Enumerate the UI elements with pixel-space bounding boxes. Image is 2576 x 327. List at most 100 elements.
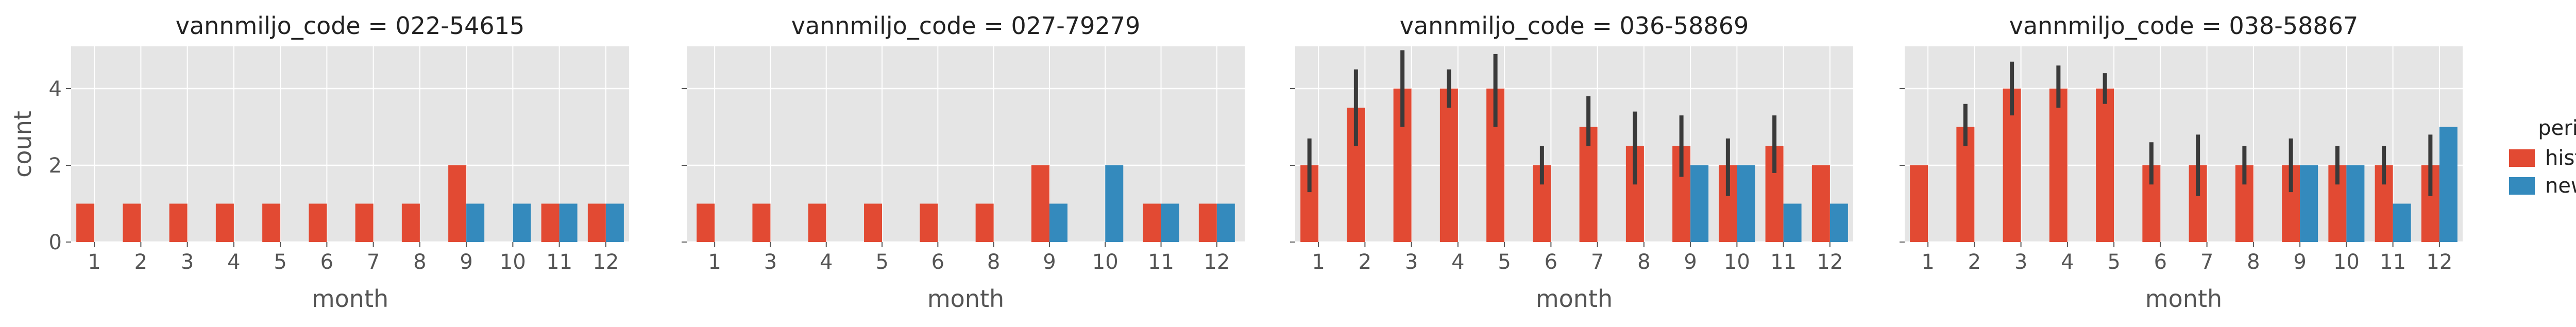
bar-historic-7 xyxy=(355,203,374,242)
bar-historic-4 xyxy=(215,203,234,242)
bar-new-9 xyxy=(466,203,485,242)
x-tick-label: 2 xyxy=(1968,250,1981,274)
bar-new-12 xyxy=(1829,203,1848,242)
x-tick-label: 7 xyxy=(367,250,380,274)
bar-new-9 xyxy=(2300,165,2318,242)
x-tick-label: 12 xyxy=(1817,250,1843,274)
bar-historic-1 xyxy=(697,203,715,242)
x-tick-label: 4 xyxy=(227,250,240,274)
bar-historic-5 xyxy=(864,203,883,242)
x-tick-label: 5 xyxy=(2107,250,2120,274)
x-tick-label: 8 xyxy=(413,250,426,274)
plot-background xyxy=(1295,46,1853,242)
bar-historic-3 xyxy=(752,203,771,242)
x-tick-label: 12 xyxy=(1204,250,1230,274)
x-tick-label: 1 xyxy=(1921,250,1934,274)
y-tick-label: 2 xyxy=(49,154,62,178)
bar-historic-12 xyxy=(1811,165,1830,242)
x-tick-label: 8 xyxy=(987,250,1000,274)
x-tick-label: 5 xyxy=(274,250,286,274)
x-tick-label: 6 xyxy=(320,250,333,274)
x-tick-label: 8 xyxy=(1637,250,1650,274)
bar-historic-5 xyxy=(262,203,281,242)
bar-historic-11 xyxy=(541,203,560,242)
x-tick-label: 4 xyxy=(2061,250,2074,274)
legend-label-new: new xyxy=(2545,174,2576,198)
x-tick-label: 6 xyxy=(2154,250,2167,274)
bar-new-12 xyxy=(605,203,624,242)
bar-historic-9 xyxy=(1031,165,1049,242)
bar-new-9 xyxy=(1690,165,1709,242)
legend-swatch-historic xyxy=(2509,149,2535,167)
x-tick-label: 5 xyxy=(875,250,888,274)
panel-title: vannmiljo_code = 022-54615 xyxy=(176,12,524,40)
x-tick-label: 3 xyxy=(764,250,777,274)
bar-historic-4 xyxy=(2049,88,2067,242)
bar-historic-1 xyxy=(1910,165,1928,242)
x-tick-label: 11 xyxy=(546,250,572,274)
x-tick-label: 4 xyxy=(1451,250,1464,274)
x-tick-label: 3 xyxy=(2014,250,2027,274)
x-tick-label: 9 xyxy=(1684,250,1697,274)
x-axis-label: month xyxy=(927,285,1004,313)
x-tick-label: 3 xyxy=(1405,250,1418,274)
legend-title: period xyxy=(2538,116,2576,140)
x-tick-label: 6 xyxy=(1545,250,1557,274)
bar-historic-6 xyxy=(920,203,938,242)
x-tick-label: 8 xyxy=(2247,250,2260,274)
panel-title: vannmiljo_code = 027-79279 xyxy=(791,12,1140,40)
legend: period historic new xyxy=(2509,116,2576,198)
x-tick-label: 1 xyxy=(88,250,100,274)
bar-historic-8 xyxy=(401,203,420,242)
bar-new-9 xyxy=(1049,203,1067,242)
bar-historic-6 xyxy=(309,203,327,242)
x-tick-label: 10 xyxy=(2333,250,2360,274)
legend-swatch-new xyxy=(2509,177,2535,195)
x-tick-label: 7 xyxy=(2200,250,2213,274)
bar-historic-4 xyxy=(1439,88,1458,242)
bar-historic-11 xyxy=(1143,203,1161,242)
bar-new-12 xyxy=(2439,127,2458,242)
x-tick-label: 10 xyxy=(1092,250,1118,274)
panel-2: 1 3 4 5 6 8 9 10 11 12 vannmiljo_code = 027-79279 m… xyxy=(682,12,1245,313)
x-tick-label: 2 xyxy=(1359,250,1371,274)
bar-new-10 xyxy=(1105,165,1124,242)
x-tick-label: 1 xyxy=(1312,250,1325,274)
panel-title: vannmiljo_code = 036-58869 xyxy=(1400,12,1749,40)
bar-historic-4 xyxy=(808,203,826,242)
bar-historic-3 xyxy=(169,203,188,242)
bar-historic-12 xyxy=(1198,203,1217,242)
x-tick-label: 5 xyxy=(1498,250,1511,274)
x-tick-label: 12 xyxy=(2426,250,2452,274)
y-tick-label: 4 xyxy=(49,77,62,101)
x-tick-label: 11 xyxy=(1148,250,1174,274)
bar-historic-12 xyxy=(587,203,606,242)
bar-new-10 xyxy=(513,203,531,242)
x-tick-label: 4 xyxy=(820,250,833,274)
y-tick-label: 0 xyxy=(49,231,62,254)
x-tick-label: 11 xyxy=(2380,250,2406,274)
x-axis-label: month xyxy=(1536,285,1613,313)
x-tick-label: 10 xyxy=(500,250,526,274)
x-tick-label: 9 xyxy=(460,250,472,274)
x-tick-label: 10 xyxy=(1724,250,1750,274)
x-tick-label: 6 xyxy=(931,250,944,274)
bar-historic-2 xyxy=(123,203,141,242)
x-axis-label: month xyxy=(312,285,388,313)
x-tick-label: 2 xyxy=(134,250,147,274)
panel-title: vannmiljo_code = 038-58867 xyxy=(2009,12,2358,40)
x-axis-label: month xyxy=(2145,285,2222,313)
bar-new-11 xyxy=(1783,203,1802,242)
x-tick-label: 1 xyxy=(708,250,721,274)
y-axis-label: count xyxy=(9,111,37,178)
bar-new-11 xyxy=(559,203,578,242)
plot-background xyxy=(71,46,629,242)
bar-new-10 xyxy=(1737,165,1755,242)
bar-historic-1 xyxy=(76,203,95,242)
plot-background xyxy=(1905,46,2463,242)
